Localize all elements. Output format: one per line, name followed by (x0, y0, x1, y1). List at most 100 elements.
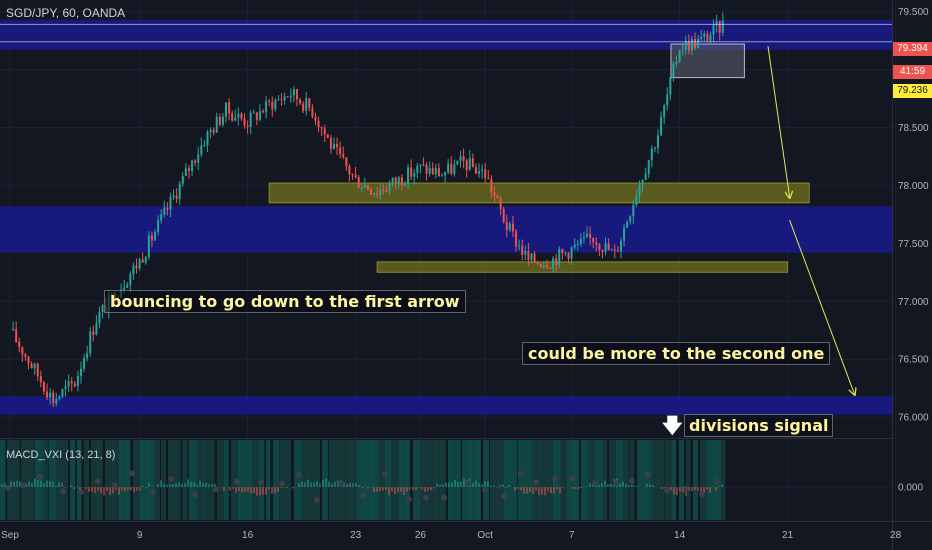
macd-division-bar (385, 440, 392, 520)
macd-division-bar (595, 440, 604, 520)
macd-division-bar (357, 440, 366, 520)
macd-signal-dot (112, 482, 118, 489)
macd-signal-dot (592, 480, 598, 487)
candle-body (363, 184, 366, 188)
candle-body (684, 41, 687, 50)
candle-body (42, 382, 45, 392)
candle-body (499, 198, 502, 210)
macd-division-bar (518, 440, 526, 520)
candle-body (326, 134, 329, 138)
candle-body (12, 328, 15, 331)
candle-body (641, 180, 644, 186)
candle-body (586, 233, 589, 238)
macd-division-bar (511, 440, 518, 520)
macd-division-bar (343, 440, 353, 520)
macd-division-bar (483, 440, 489, 520)
candle-body (209, 129, 212, 132)
candle-body (709, 34, 712, 41)
candle-body (422, 164, 425, 166)
macd-signal-dot (60, 488, 66, 495)
macd-signal-dot (5, 484, 11, 491)
macd-division-bar (364, 440, 374, 520)
candle-body (582, 237, 585, 239)
annotation-first-arrow[interactable]: bouncing to go down to the first arrow (104, 290, 466, 313)
macd-division-bar (7, 440, 16, 520)
candle-body (394, 177, 397, 184)
macd-division-bar (609, 440, 617, 520)
candle-body (184, 168, 187, 176)
zone-support (0, 396, 892, 415)
candle-body (83, 358, 86, 369)
time-axis[interactable]: Sep 9 16 23 26 Oct 7 14 21 28 (1, 530, 901, 541)
candle-body (135, 265, 138, 269)
time-tick-label: 9 (137, 530, 143, 541)
macd-division-bar (707, 440, 716, 520)
candle-body (576, 244, 579, 246)
macd-division-bar (378, 440, 387, 520)
candle-body (592, 237, 595, 243)
macd-division-bar (560, 440, 568, 520)
candle-body (252, 112, 255, 114)
candle-body (391, 177, 394, 184)
candle-body (175, 195, 178, 199)
candle-body (49, 392, 52, 398)
macd-division-bar (581, 440, 590, 520)
macd-division-bar (623, 440, 630, 520)
macd-division-bar (525, 440, 535, 520)
macd-division-bar (672, 440, 677, 520)
candle-body (515, 231, 518, 247)
candle-body (706, 33, 709, 41)
macd-division-bar (504, 440, 512, 520)
indicator-title[interactable]: MACD_VXI (13, 21, 8) (6, 449, 116, 461)
time-tick-label: Sep (1, 530, 19, 541)
annotation-divisions-signal[interactable]: divisions signal (684, 414, 834, 437)
macd-signal-dot (258, 479, 264, 486)
macd-division-bar (217, 440, 225, 520)
macd-division-bar (21, 440, 29, 520)
macd-signal-dot (569, 475, 575, 482)
candle-body (675, 62, 678, 64)
candle-body (243, 118, 246, 126)
time-tick-label: 28 (890, 530, 902, 541)
candle-body (138, 259, 141, 269)
macd-signal-dot (518, 470, 524, 477)
level-price-tag: 79.236 (893, 84, 932, 98)
macd-signal-dot (338, 480, 344, 487)
macd-division-bar (406, 440, 411, 520)
candle-body (626, 221, 629, 228)
candle-body (721, 20, 724, 33)
candle-body (348, 166, 351, 175)
macd-signal-dot (296, 471, 302, 478)
macd-pane (0, 440, 892, 520)
candle-body (212, 129, 215, 133)
candle-body (508, 223, 511, 230)
candle-body (299, 99, 302, 104)
candle-body (450, 163, 453, 174)
candle-layer (12, 12, 724, 408)
candle-body (505, 221, 508, 230)
macd-division-bar (28, 440, 35, 520)
macd-division-bar (441, 440, 447, 520)
time-tick-label: 7 (569, 530, 575, 541)
annotation-second-arrow[interactable]: could be more to the second one (522, 342, 831, 365)
price-level-lines (0, 23, 892, 43)
candle-body (715, 21, 718, 25)
candle-body (555, 258, 558, 266)
zone-rectangle (376, 261, 789, 273)
candle-body (58, 396, 61, 400)
candle-body (323, 128, 326, 135)
candle-body (95, 323, 98, 335)
candle-body (39, 376, 42, 383)
macd-division-bar (14, 440, 20, 520)
candle-body (345, 157, 348, 167)
symbol-title[interactable]: SGD/JPY, 60, OANDA (6, 6, 126, 20)
candle-body (382, 190, 385, 192)
candle-body (154, 232, 157, 241)
candle-body (89, 331, 92, 354)
macd-division-bar (574, 440, 580, 520)
candle-body (425, 164, 428, 174)
macd-division-bar (602, 440, 608, 520)
candle-body (33, 363, 36, 369)
macd-division-bar (182, 440, 188, 520)
